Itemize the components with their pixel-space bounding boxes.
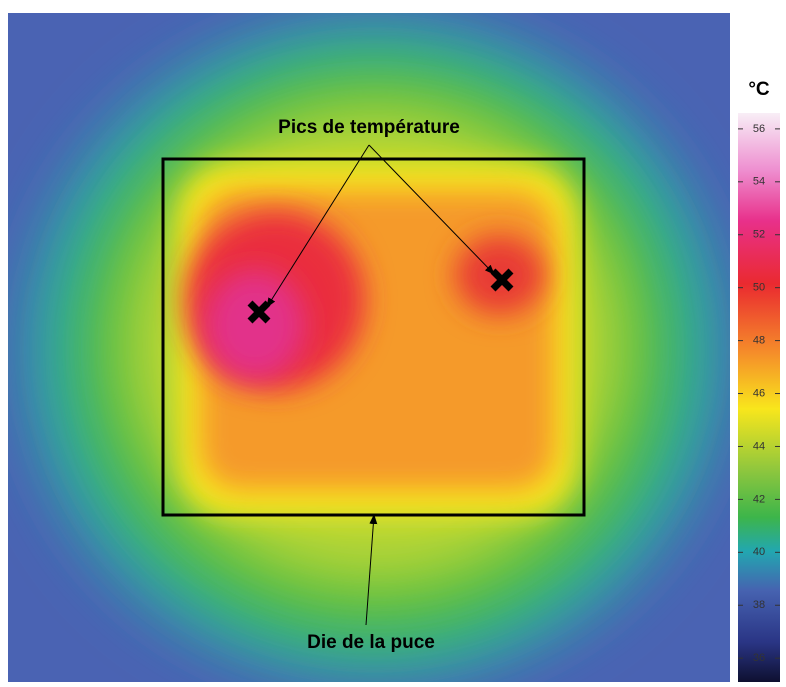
tick-label: 56 [753,123,765,135]
tick-label: 48 [753,335,765,347]
tick-label: 52 [753,229,765,241]
tick-label: 42 [753,493,765,505]
tick-label: 44 [753,440,765,452]
arrow [365,514,378,626]
tick-label: 40 [753,546,765,558]
colorbar-unit: °C [748,79,770,100]
tick-label: 46 [753,387,765,399]
tick-label: 50 [753,282,765,294]
arrow [266,144,370,308]
tick-label: 38 [753,599,765,611]
annotation: Die de la puce [307,632,435,653]
tick-label: 36 [753,652,765,664]
arrow [368,144,495,275]
colorbar [738,113,780,682]
peak-marker [247,300,271,324]
peak-marker [490,268,514,292]
annotation: Pics de température [278,117,460,138]
tick-label: 54 [753,176,765,188]
